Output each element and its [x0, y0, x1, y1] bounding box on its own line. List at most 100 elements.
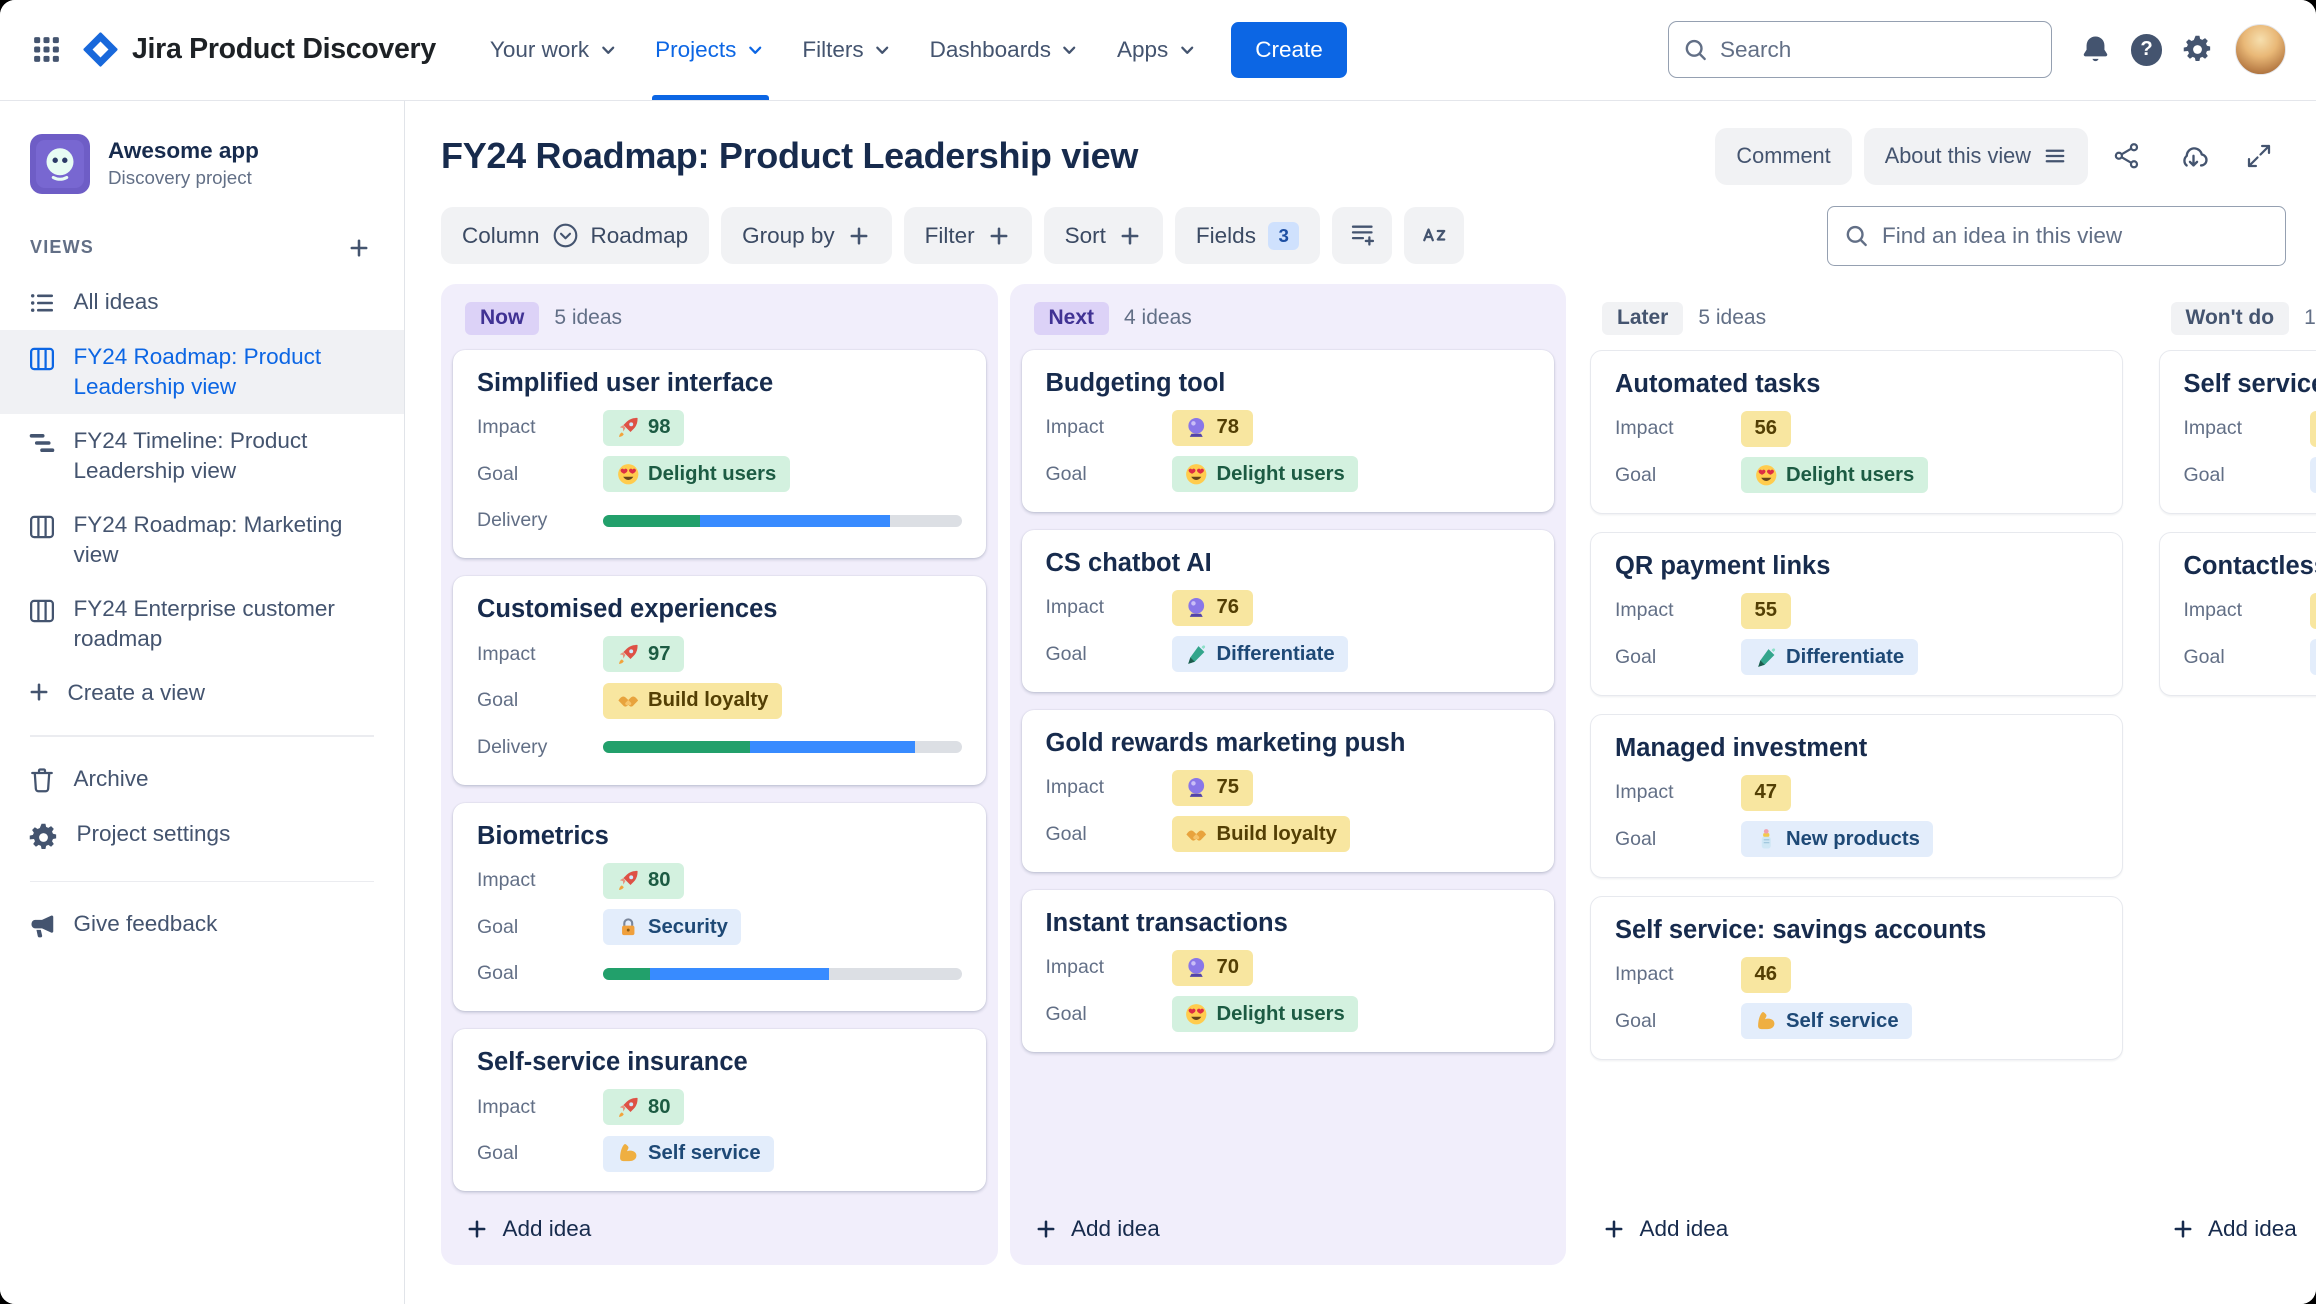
progress-segment-green	[603, 514, 700, 527]
sidebar-tool-item[interactable]: Archive	[0, 752, 404, 808]
idea-card[interactable]: Instant transactions Impact 70 Goal Delight …	[1021, 889, 1554, 1052]
notifications-button[interactable]	[2070, 24, 2121, 75]
sort-alpha-button[interactable]	[1404, 207, 1465, 264]
plus-icon	[27, 680, 51, 704]
create-view-button[interactable]: Create a view	[0, 666, 404, 720]
field-value-pill[interactable]: Differentiate	[1741, 639, 1918, 675]
export-button[interactable]	[2166, 129, 2220, 183]
sidebar-view-item[interactable]: All ideas	[0, 275, 404, 331]
idea-card[interactable]: Automated tasks Impact 56 Goal Delight users	[1590, 349, 2123, 514]
idea-card[interactable]: Simplified user interface Impact 98 Goal Del…	[453, 349, 986, 558]
add-view-button[interactable]	[344, 233, 374, 263]
settings-button[interactable]	[2172, 24, 2223, 75]
idea-card[interactable]: Gold rewards marketing push Impact 75 Goal B…	[1021, 709, 1554, 872]
crystal-ball-icon	[1185, 956, 1208, 979]
idea-card[interactable]: Customised experiences Impact 97 Goal Build …	[453, 576, 986, 785]
idea-card[interactable]: Self service: savings accounts Impact 46 Go…	[1590, 895, 2123, 1060]
field-label: Impact	[2183, 417, 2243, 439]
field-value-pill[interactable]: Delight users	[1171, 996, 1359, 1032]
field-value-pill[interactable]: 70	[1171, 949, 1253, 986]
pill-text: Delight users	[1216, 1002, 1345, 1025]
share-button[interactable]	[2100, 129, 2154, 183]
column-selector[interactable]: Column Roadmap	[441, 207, 710, 264]
add-idea-label: Add idea	[1071, 1216, 1160, 1242]
idea-card[interactable]: CS chatbot AI Impact 76 Goal Differentiate	[1021, 529, 1554, 692]
brand[interactable]: Jira Product Discovery	[81, 30, 436, 69]
field-value-pill[interactable]: Delight users	[603, 456, 790, 492]
field-row: Delivery	[477, 503, 962, 539]
add-idea-button[interactable]: Add idea	[1010, 1197, 1567, 1265]
project-header[interactable]: Awesome app Discovery project	[0, 131, 404, 215]
add-idea-button[interactable]: Add idea	[1578, 1197, 2135, 1265]
fields-button[interactable]: Fields 3	[1174, 207, 1321, 264]
group-by-button[interactable]: Group by	[721, 207, 892, 264]
nav-filters[interactable]: Filters	[784, 0, 911, 100]
sidebar: Awesome app Discovery project VIEWS All …	[0, 100, 405, 1304]
field-value-pill[interactable]: 36	[2309, 410, 2316, 447]
find-idea-input[interactable]	[1827, 205, 2286, 266]
about-view-button[interactable]: About this view	[1863, 127, 2088, 185]
project-meta: Awesome app Discovery project	[108, 138, 259, 189]
help-button[interactable]	[2121, 24, 2172, 75]
field-value-pill[interactable]: 76	[1171, 589, 1253, 626]
sort-button[interactable]: Sort	[1043, 207, 1163, 264]
idea-card[interactable]: Contactless Impact 30 Goal	[2158, 531, 2316, 696]
app-switcher-button[interactable]	[21, 24, 72, 75]
filter-button[interactable]: Filter	[903, 207, 1032, 264]
idea-card[interactable]: Managed investment Impact 47 Goal New produc…	[1590, 713, 2123, 878]
comment-button[interactable]: Comment	[1715, 127, 1852, 185]
give-feedback-button[interactable]: Give feedback	[0, 897, 404, 953]
field-value-pill[interactable]: Build loyalty	[603, 682, 782, 719]
fullscreen-button[interactable]	[2232, 129, 2286, 183]
flex-icon	[617, 1142, 640, 1165]
nav-dashboards[interactable]: Dashboards	[912, 0, 1099, 100]
field-value-pill[interactable]: 80	[603, 862, 685, 899]
field-value-pill[interactable]: Delight users	[1171, 456, 1359, 492]
view-settings-button[interactable]	[1332, 207, 1393, 264]
sidebar-view-item[interactable]: FY24 Timeline: Product Leadership view	[0, 414, 404, 498]
field-row: Goal Security	[477, 909, 962, 945]
field-value-pill[interactable]: 56	[1741, 410, 1791, 447]
field-value-pill[interactable]: 30	[2309, 592, 2316, 629]
field-value-pill[interactable]: New products	[1741, 821, 1934, 857]
nav-your-work[interactable]: Your work	[472, 0, 637, 100]
sidebar-tool-item[interactable]: Project settings	[0, 807, 404, 866]
field-value-pill[interactable]: 80	[603, 1089, 685, 1125]
field-value-pill[interactable]	[2309, 639, 2316, 675]
field-value-pill[interactable]	[2309, 457, 2316, 493]
field-row: Impact 56	[1615, 410, 2098, 447]
idea-card[interactable]: Biometrics Impact 80 Goal Security Goal	[453, 802, 986, 1011]
field-value-pill[interactable]: Delight users	[1741, 457, 1928, 493]
navbar-search-input[interactable]	[1668, 21, 2052, 79]
nav-apps[interactable]: Apps	[1099, 0, 1216, 100]
nav-projects[interactable]: Projects	[637, 0, 784, 101]
add-idea-button[interactable]: Add idea	[2147, 1197, 2316, 1265]
pill-text: 80	[648, 869, 671, 891]
column-label: Column	[462, 222, 540, 248]
field-value-pill[interactable]: 78	[1171, 409, 1253, 446]
sidebar-view-item[interactable]: FY24 Roadmap: Product Leadership view	[0, 330, 404, 414]
field-value-pill[interactable]: Security	[603, 909, 742, 945]
user-avatar[interactable]	[2235, 24, 2286, 76]
field-value-pill[interactable]: Differentiate	[1171, 636, 1349, 672]
idea-card[interactable]: QR payment links Impact 55 Goal Differentiat…	[1590, 531, 2123, 696]
sidebar-view-item[interactable]: FY24 Enterprise customer roadmap	[0, 582, 404, 666]
field-value-pill[interactable]: 98	[603, 409, 685, 446]
field-value-pill[interactable]: 75	[1171, 769, 1253, 806]
find-idea-search[interactable]	[1827, 205, 2286, 266]
create-button[interactable]: Create	[1231, 22, 1347, 78]
field-value-pill[interactable]: Self service	[1741, 1003, 1913, 1039]
field-value-pill[interactable]: 97	[603, 636, 685, 672]
sidebar-view-item[interactable]: FY24 Roadmap: Marketing view	[0, 498, 404, 582]
field-value-pill[interactable]: Build loyalty	[1171, 816, 1351, 852]
add-idea-button[interactable]: Add idea	[441, 1197, 998, 1265]
idea-card[interactable]: Self service: Impact 36 Goal	[2158, 349, 2316, 514]
field-value-pill[interactable]: 55	[1741, 592, 1791, 629]
idea-card[interactable]: Budgeting tool Impact 78 Goal Delight users	[1021, 349, 1554, 512]
field-value-pill[interactable]: 46	[1741, 956, 1791, 993]
field-value-pill[interactable]: Self service	[603, 1135, 775, 1172]
megaphone-icon	[27, 911, 57, 941]
field-value-pill[interactable]: 47	[1741, 774, 1791, 811]
navbar-search[interactable]	[1668, 21, 2052, 79]
idea-card[interactable]: Self-service insurance Impact 80 Goal Self s…	[453, 1029, 986, 1191]
